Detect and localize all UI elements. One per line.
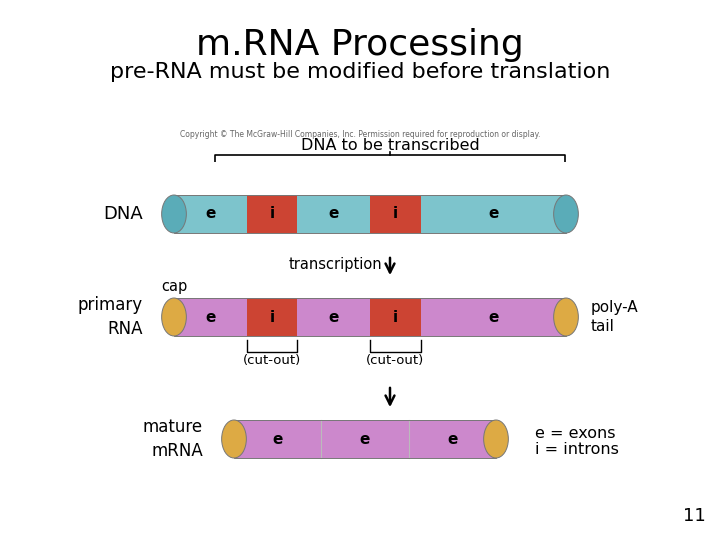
- Text: Copyright © The McGraw-Hill Companies, Inc. Permission required for reproduction: Copyright © The McGraw-Hill Companies, I…: [180, 130, 540, 139]
- Text: e: e: [328, 309, 339, 325]
- Bar: [409, 420, 496, 458]
- Text: i: i: [393, 206, 398, 221]
- Text: transcription: transcription: [289, 258, 382, 273]
- Text: e: e: [488, 206, 499, 221]
- Bar: [174, 195, 246, 233]
- Text: i: i: [269, 206, 274, 221]
- Text: DNA to be transcribed: DNA to be transcribed: [301, 138, 480, 153]
- Text: mature
mRNA: mature mRNA: [143, 418, 203, 460]
- Ellipse shape: [554, 298, 578, 336]
- Text: e: e: [488, 309, 499, 325]
- Bar: [246, 195, 297, 233]
- Text: cap: cap: [161, 279, 187, 294]
- Text: pre-RNA must be modified before translation: pre-RNA must be modified before translat…: [110, 62, 610, 82]
- Bar: [234, 420, 321, 458]
- Text: e: e: [205, 206, 215, 221]
- Text: primary
RNA: primary RNA: [78, 296, 143, 338]
- Ellipse shape: [162, 195, 186, 233]
- Text: e: e: [360, 431, 370, 447]
- Text: poly-A
tail: poly-A tail: [591, 300, 639, 334]
- Text: i = introns: i = introns: [535, 442, 619, 456]
- Text: DNA: DNA: [103, 205, 143, 223]
- Bar: [321, 420, 409, 458]
- Text: e = exons: e = exons: [535, 426, 616, 441]
- Text: e: e: [328, 206, 339, 221]
- Bar: [246, 298, 297, 336]
- Text: 11: 11: [683, 507, 706, 525]
- Bar: [174, 195, 566, 233]
- Text: (cut-out): (cut-out): [366, 354, 425, 367]
- Bar: [297, 195, 370, 233]
- Bar: [421, 298, 566, 336]
- Text: m.RNA Processing: m.RNA Processing: [196, 28, 524, 62]
- Bar: [421, 195, 566, 233]
- Bar: [370, 298, 421, 336]
- Bar: [297, 298, 370, 336]
- Text: e: e: [205, 309, 215, 325]
- Ellipse shape: [484, 420, 508, 458]
- Bar: [174, 298, 246, 336]
- Ellipse shape: [222, 420, 246, 458]
- Text: i: i: [269, 309, 274, 325]
- Text: e: e: [272, 431, 283, 447]
- Ellipse shape: [554, 195, 578, 233]
- Bar: [234, 420, 496, 458]
- Text: i: i: [393, 309, 398, 325]
- Ellipse shape: [162, 298, 186, 336]
- Bar: [174, 298, 566, 336]
- Text: e: e: [447, 431, 458, 447]
- Text: (cut-out): (cut-out): [243, 354, 301, 367]
- Bar: [370, 195, 421, 233]
